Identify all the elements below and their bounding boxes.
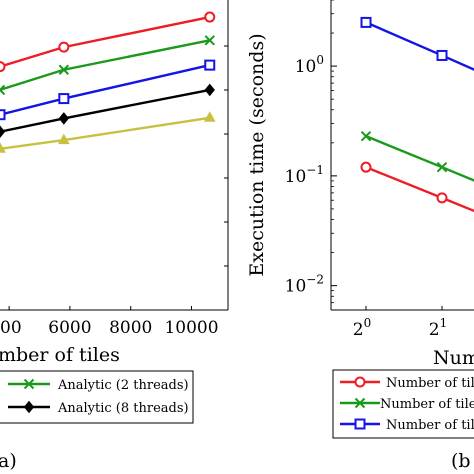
right-point-1-1 xyxy=(436,161,448,173)
left-point-4-2 xyxy=(203,111,216,122)
left-point-3-1 xyxy=(58,112,69,125)
left-point-4-1 xyxy=(57,133,70,145)
left-series-line-3 xyxy=(0,88,210,133)
left-series-line-4 xyxy=(0,116,210,150)
left-point-1-1 xyxy=(58,64,70,75)
left-x-tick-label-1: 6000 xyxy=(48,318,91,338)
left-point-1-0 xyxy=(0,84,6,96)
right-point-2-1 xyxy=(436,49,448,61)
left-legend-items: Analytic (2 threads) Analytic (8 threads) xyxy=(8,378,189,416)
right-legend-label-2: Number of tile xyxy=(386,418,474,433)
left-point-0-1 xyxy=(58,41,70,53)
right-x-tick-label-0: 20 xyxy=(353,316,371,340)
right-ticks: 10−2 10−1 100 20 21 xyxy=(285,0,447,340)
right-legend-marker-2 xyxy=(354,418,366,430)
left-ticks: 00 6000 8000 10000 xyxy=(0,45,228,338)
right-x-tick-label-1: 21 xyxy=(429,316,447,340)
right-y-tick-label-1: 10−1 xyxy=(285,163,324,187)
left-point-2-0 xyxy=(0,109,6,121)
left-legend: Analytic (2 threads) Analytic (8 threads) xyxy=(0,370,194,424)
left-x-tick-label-2: 8000 xyxy=(109,318,152,338)
right-y-tick-label-2: 100 xyxy=(295,53,324,77)
left-point-0-0 xyxy=(0,61,6,73)
right-legend-items: Number of til Number of tiles Number of ti… xyxy=(340,376,474,433)
left-legend-marker-0 xyxy=(23,378,35,390)
right-plot-area xyxy=(360,16,474,213)
right-chart: 10−2 10−1 100 20 21 Execution time (seconds)… xyxy=(246,0,474,472)
left-chart: 00 6000 8000 10000 mber of tiles Analytic (… xyxy=(0,0,229,472)
left-x-tick-label-3: 10000 xyxy=(164,318,218,338)
right-legend: Number of til Number of tiles Number of ti… xyxy=(332,369,474,439)
left-point-3-2 xyxy=(204,83,215,97)
right-legend-marker-0 xyxy=(354,376,366,388)
left-point-3-0 xyxy=(0,125,6,139)
right-legend-label-0: Number of til xyxy=(386,376,474,391)
left-plot-area xyxy=(0,11,216,153)
right-series-line-2 xyxy=(365,21,474,71)
left-point-4-0 xyxy=(0,142,6,153)
left-series-line-2 xyxy=(0,63,211,116)
left-point-1-2 xyxy=(204,35,215,46)
left-point-2-1 xyxy=(58,93,70,105)
left-series-line-1 xyxy=(0,39,210,92)
left-point-2-2 xyxy=(204,59,216,71)
right-legend-label-1: Number of tiles xyxy=(380,397,474,412)
left-point-0-2 xyxy=(204,11,216,23)
right-point-1-0 xyxy=(360,130,372,142)
left-x-axis-label: mber of tiles xyxy=(0,344,120,366)
left-series-line-0 xyxy=(0,15,211,68)
left-legend-label-1: Analytic (8 threads) xyxy=(57,401,189,416)
right-legend-marker-1 xyxy=(354,397,366,409)
left-caption: a) xyxy=(0,450,17,472)
left-legend-label-0: Analytic (2 threads) xyxy=(57,378,189,393)
right-y-tick-label-0: 10−2 xyxy=(285,273,324,297)
right-point-0-0 xyxy=(360,161,372,173)
right-caption: (b xyxy=(451,450,471,472)
right-series-line-0 xyxy=(365,166,474,213)
right-y-axis-label: Execution time (seconds) xyxy=(246,33,268,276)
right-point-2-0 xyxy=(360,16,372,28)
left-x-tick-label-0: 00 xyxy=(0,318,22,338)
left-legend-marker-1 xyxy=(23,400,35,414)
right-x-axis-label: Num xyxy=(433,347,474,369)
right-point-0-1 xyxy=(436,192,448,204)
